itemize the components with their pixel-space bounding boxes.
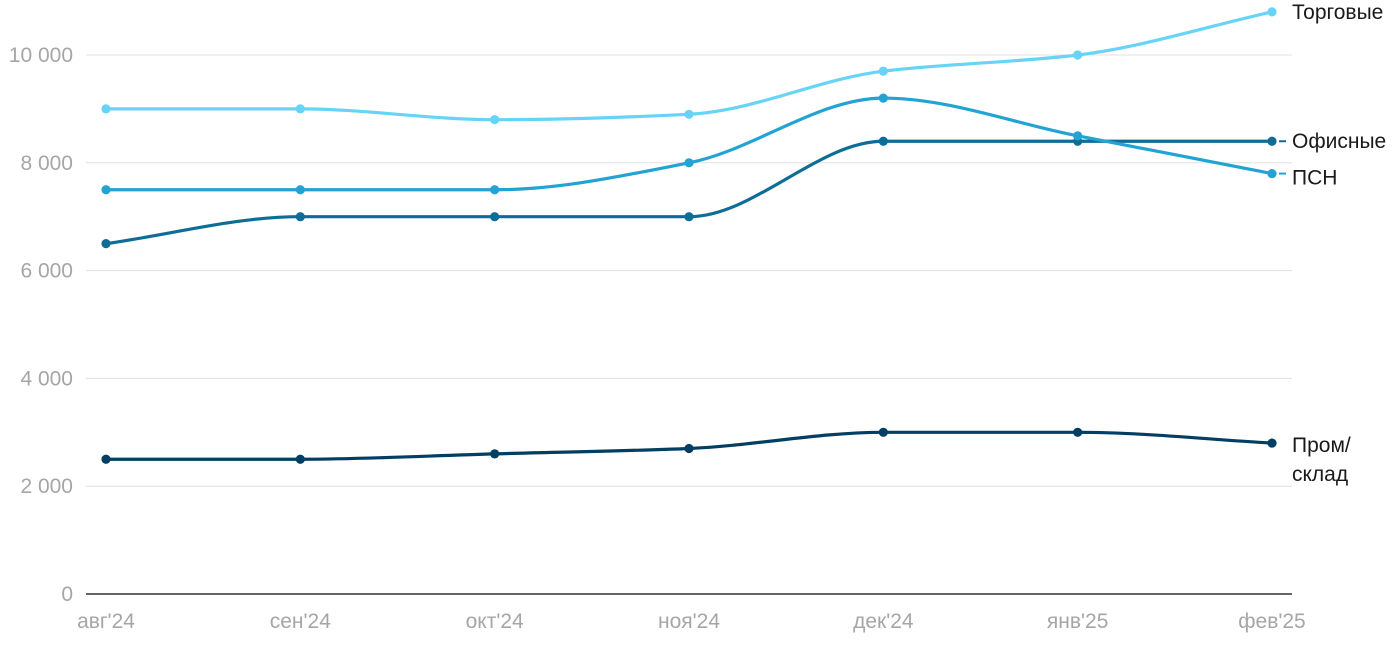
data-point [101,104,111,114]
y-tick-label: 8 000 [20,152,73,175]
data-point [684,212,694,222]
series-1 [101,136,1277,249]
series-line [104,139,1274,246]
data-point [684,443,694,454]
data-point [684,109,694,119]
data-point [101,454,111,464]
data-point [101,185,111,195]
y-tick-label: 10 000 [9,44,73,67]
data-point [1267,168,1277,179]
data-point [1073,50,1083,60]
y-tick-label: 4 000 [20,367,73,390]
data-point [295,212,305,222]
x-tick-label: авг'24 [77,610,135,633]
data-point [878,427,888,437]
x-tick-label: ноя'24 [658,610,720,633]
data-point [1073,131,1083,141]
series-3 [101,427,1277,464]
data-point [1267,7,1277,17]
data-point [295,454,305,464]
data-point [490,212,500,222]
x-tick-label: фев'25 [1238,610,1305,633]
data-point [684,158,694,168]
data-point [490,185,500,195]
y-axis: 0 2 000 4 000 6 000 8 000 10 000 [9,44,73,606]
data-point [295,185,305,195]
x-axis: авг'24 сен'24 окт'24 ноя'24 дек'24 янв'25 фев'… [77,593,1306,633]
y-tick-label: 0 [61,583,73,606]
data-point [295,104,305,114]
x-tick-label: дек'24 [853,610,914,633]
data-point [878,66,888,76]
x-tick-label: сен'24 [270,610,331,633]
gridlines [86,54,1292,487]
series-labels: Торговые Офисные ПСН Пром/склад [1279,1,1386,486]
series-0 [101,7,1277,125]
data-point [1073,427,1083,437]
series-line [104,10,1274,122]
data-point [490,115,500,125]
series-label: Торговые [1292,1,1383,24]
x-tick-label: янв'25 [1047,610,1109,633]
data-point [878,93,888,103]
series-2 [101,93,1277,195]
data-point [490,449,500,459]
data-point [101,239,111,249]
y-tick-label: 2 000 [20,475,73,498]
series-lines [101,7,1277,464]
series-label: ПСН [1292,167,1337,190]
series-label: Пром/склад [1292,434,1351,486]
x-tick-label: окт'24 [466,610,524,633]
series-label: Офисные [1292,130,1386,153]
data-point [1267,438,1277,448]
data-point [1267,136,1277,146]
data-point [878,136,888,146]
y-tick-label: 6 000 [20,260,73,283]
